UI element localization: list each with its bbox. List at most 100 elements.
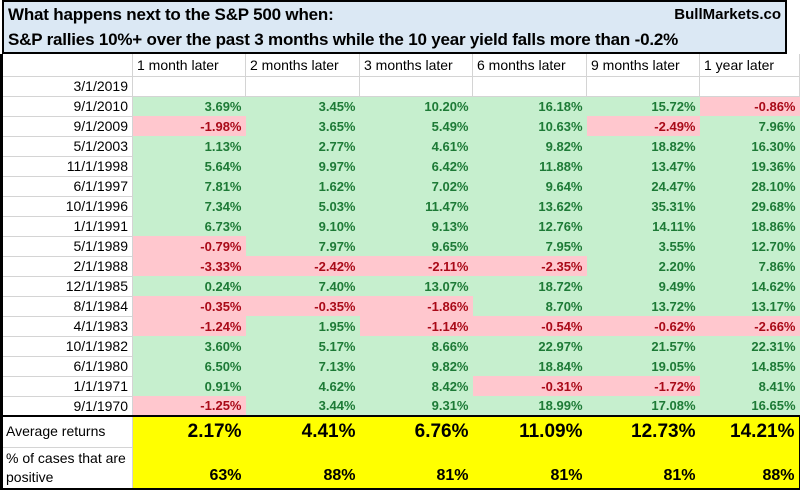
value-cell[interactable]: 18.86% (699, 216, 800, 236)
date-cell[interactable]: 9/1/2010 (1, 95, 133, 117)
percent-value-cell[interactable]: 81% (359, 447, 473, 490)
value-cell[interactable]: 22.31% (699, 336, 800, 356)
value-cell[interactable]: 9.82% (472, 136, 587, 156)
value-cell[interactable]: 16.65% (699, 396, 800, 416)
value-cell[interactable]: 0.24% (132, 276, 246, 296)
value-cell[interactable]: 10.20% (359, 96, 473, 116)
date-cell[interactable]: 6/1/1997 (1, 175, 133, 197)
value-cell[interactable]: 3.65% (245, 116, 360, 136)
value-cell[interactable]: -2.66% (699, 316, 800, 336)
value-cell[interactable]: -0.62% (586, 316, 700, 336)
date-cell[interactable]: 11/1/1998 (1, 155, 133, 177)
value-cell[interactable]: 18.72% (472, 276, 587, 296)
value-cell[interactable]: -2.42% (245, 256, 360, 276)
value-cell[interactable]: -2.49% (586, 116, 700, 136)
date-cell[interactable]: 1/1/1991 (1, 215, 133, 237)
value-cell[interactable]: 1.95% (245, 316, 360, 336)
value-cell[interactable]: 29.68% (699, 196, 800, 216)
average-value-cell[interactable]: 6.76% (359, 415, 473, 447)
value-cell[interactable]: 16.30% (699, 136, 800, 156)
average-value-cell[interactable]: 12.73% (586, 415, 700, 447)
value-cell[interactable]: -2.35% (472, 256, 587, 276)
value-cell[interactable]: 5.64% (132, 156, 246, 176)
value-cell[interactable]: 14.11% (586, 216, 700, 236)
percent-positive-label[interactable]: % of cases that are positive (1, 446, 133, 490)
value-cell[interactable]: 8.66% (359, 336, 473, 356)
value-cell[interactable]: 19.05% (586, 356, 700, 376)
date-cell[interactable]: 3/1/2019 (1, 75, 133, 97)
column-header[interactable]: 1 year later (699, 54, 800, 77)
date-cell[interactable]: 6/1/1980 (1, 355, 133, 377)
value-cell[interactable]: 14.62% (699, 276, 800, 296)
value-cell[interactable]: -2.11% (359, 256, 473, 276)
date-cell[interactable]: 10/1/1982 (1, 335, 133, 357)
value-cell[interactable]: 15.72% (586, 96, 700, 116)
value-cell[interactable]: -0.86% (699, 96, 800, 116)
value-cell[interactable]: 21.57% (586, 336, 700, 356)
value-cell[interactable]: 7.13% (245, 356, 360, 376)
value-cell[interactable]: 8.42% (359, 376, 473, 396)
date-cell[interactable]: 12/1/1985 (1, 275, 133, 297)
date-cell[interactable]: 2/1/1988 (1, 255, 133, 277)
percent-value-cell[interactable]: 63% (132, 447, 246, 490)
column-header[interactable]: 2 months later (245, 54, 360, 77)
date-cell[interactable]: 5/1/2003 (1, 135, 133, 157)
value-cell[interactable]: -0.31% (472, 376, 587, 396)
percent-value-cell[interactable]: 88% (699, 447, 800, 490)
column-header[interactable]: 3 months later (359, 54, 473, 77)
value-cell[interactable]: 4.62% (245, 376, 360, 396)
value-cell[interactable]: 11.47% (359, 196, 473, 216)
value-cell[interactable]: 7.95% (472, 236, 587, 256)
value-cell[interactable]: 18.84% (472, 356, 587, 376)
value-cell[interactable]: 35.31% (586, 196, 700, 216)
value-cell[interactable]: 9.82% (359, 356, 473, 376)
date-cell[interactable]: 8/1/1984 (1, 295, 133, 317)
percent-value-cell[interactable]: 88% (245, 447, 360, 490)
value-cell[interactable]: 22.97% (472, 336, 587, 356)
value-cell[interactable]: -3.33% (132, 256, 246, 276)
value-cell[interactable]: 7.40% (245, 276, 360, 296)
value-cell[interactable]: 8.70% (472, 296, 587, 316)
value-cell[interactable]: -1.14% (359, 316, 473, 336)
average-value-cell[interactable]: 4.41% (245, 415, 360, 447)
value-cell[interactable]: 0.91% (132, 376, 246, 396)
percent-value-cell[interactable]: 81% (586, 447, 700, 490)
value-cell[interactable]: 8.41% (699, 376, 800, 396)
value-cell[interactable]: 19.36% (699, 156, 800, 176)
value-cell[interactable]: 1.13% (132, 136, 246, 156)
value-cell[interactable]: 16.18% (472, 96, 587, 116)
column-header[interactable]: 1 month later (132, 54, 246, 77)
value-cell[interactable]: 7.02% (359, 176, 473, 196)
value-cell[interactable]: 9.10% (245, 216, 360, 236)
value-cell[interactable]: 5.49% (359, 116, 473, 136)
date-cell[interactable]: 10/1/1996 (1, 195, 133, 217)
value-cell[interactable]: 12.76% (472, 216, 587, 236)
value-cell[interactable]: 13.07% (359, 276, 473, 296)
value-cell[interactable]: -0.79% (132, 236, 246, 256)
value-cell[interactable]: -1.25% (132, 396, 246, 416)
value-cell[interactable]: 4.61% (359, 136, 473, 156)
value-cell[interactable]: -0.35% (245, 296, 360, 316)
value-cell[interactable]: -1.98% (132, 116, 246, 136)
value-cell[interactable] (132, 75, 246, 97)
value-cell[interactable]: 13.62% (472, 196, 587, 216)
value-cell[interactable]: 13.72% (586, 296, 700, 316)
value-cell[interactable]: 9.31% (359, 396, 473, 416)
value-cell[interactable]: -0.35% (132, 296, 246, 316)
value-cell[interactable]: 7.34% (132, 196, 246, 216)
value-cell[interactable]: 2.77% (245, 136, 360, 156)
value-cell[interactable]: 6.73% (132, 216, 246, 236)
value-cell[interactable]: 7.96% (699, 116, 800, 136)
value-cell[interactable]: 17.08% (586, 396, 700, 416)
value-cell[interactable]: -1.24% (132, 316, 246, 336)
date-cell[interactable]: 9/1/1970 (1, 395, 133, 417)
value-cell[interactable]: 9.65% (359, 236, 473, 256)
value-cell[interactable]: 11.88% (472, 156, 587, 176)
column-header[interactable]: 6 months later (472, 54, 587, 77)
corner-cell[interactable] (1, 54, 133, 77)
value-cell[interactable]: 10.63% (472, 116, 587, 136)
value-cell[interactable]: 18.99% (472, 396, 587, 416)
percent-value-cell[interactable]: 81% (472, 447, 587, 490)
value-cell[interactable]: 3.69% (132, 96, 246, 116)
average-value-cell[interactable]: 14.21% (699, 415, 800, 447)
